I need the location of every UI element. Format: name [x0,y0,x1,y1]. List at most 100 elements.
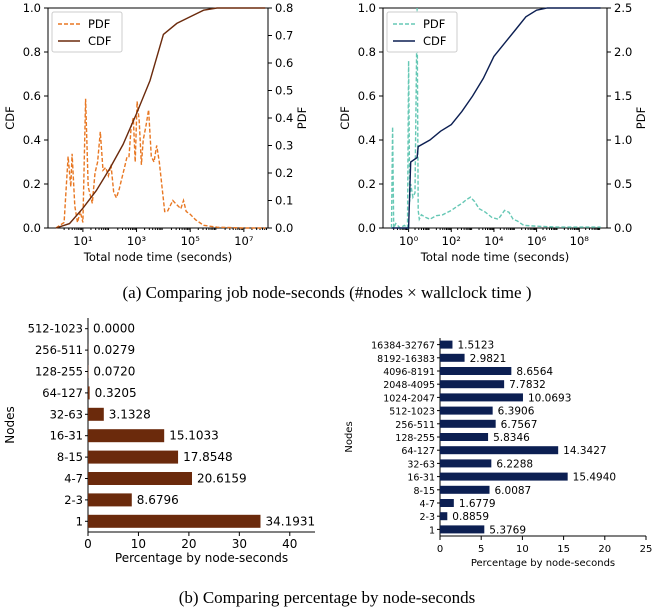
y-tick-label: 128-255 [395,433,435,444]
y-right-tick-label: 1.5 [614,89,632,103]
y-tick-label: 8-15 [413,486,435,497]
y-right-tick-label: 0.1 [275,194,293,208]
y-right-tick-label: 0.0 [275,221,293,235]
x-tick-label: 10⁸ [570,234,590,248]
y-tick-label: 16384-32767 [371,341,435,352]
y-tick-label: 16-31 [50,429,83,443]
bar-value-label: 15.1033 [169,429,219,443]
y-tick-label: 128-255 [35,365,83,379]
y-right-tick-label: 0.6 [275,56,293,70]
bar [88,472,192,485]
bar [440,380,505,389]
bar-value-label: 7.7832 [509,379,546,391]
y-right-tick-label: 0.5 [614,177,632,191]
y-tick-label: 2-3 [64,493,83,507]
y-axis-label: CDF [3,106,17,130]
bar [440,367,512,375]
y-right-tick-label: 2.0 [614,45,632,59]
y-right-axis-label: PDF [634,107,648,129]
y-right-tick-label: 0.5 [275,84,293,98]
y-tick-label: 0.2 [358,177,376,191]
y-tick-label: 0.0 [23,221,41,235]
x-tick-label: 5 [478,544,484,555]
y-right-tick-label: 2.5 [614,1,632,15]
y-tick-label: 0.6 [23,89,41,103]
y-tick-label: 0.6 [358,89,376,103]
bar-value-label: 2.9821 [470,353,507,365]
y-tick-label: 2048-4095 [383,380,435,391]
legend-label: PDF [88,17,110,31]
bar-value-label: 3.1328 [109,407,151,421]
bar-value-label: 0.8859 [452,511,489,523]
x-tick-label: 40 [282,537,297,551]
y-right-axis-label: PDF [295,107,309,129]
y-tick-label: 64-127 [401,446,435,457]
y-tick-label: 256-511 [395,420,435,431]
legend-label: PDF [423,17,445,31]
caption-a: (a) Comparing job node-seconds (#nodes ×… [122,283,532,302]
y-tick-label: 0.2 [23,177,41,191]
series-line-pdf [390,7,601,230]
y-tick-label: 0.8 [358,45,376,59]
bar [440,485,490,494]
y-tick-label: 256-511 [35,343,83,357]
plot-frame-1 [382,7,608,229]
x-tick-label: 10 [516,544,529,555]
bar-value-label: 1.5123 [457,340,494,352]
x-tick-label: 10² [442,234,461,248]
bar [440,433,489,441]
bar [440,499,454,507]
legend-label: CDF [88,34,112,48]
y-tick-label: 0.0 [358,221,376,235]
y-tick-label: 1 [429,525,435,536]
y-tick-label: 16-31 [407,473,435,484]
x-axis-label: Percentage by node-seconds [115,551,288,565]
x-tick-label: 20 [598,544,611,555]
bar [440,472,568,481]
x-tick-label: 30 [232,537,247,551]
y-tick-label: 0.8 [23,45,41,59]
x-tick-label: 10⁴ [484,234,504,248]
y-tick-label: 8192-16383 [377,354,435,365]
y-tick-label: 32-63 [407,459,435,470]
bar [440,406,493,415]
bar [440,340,453,349]
y-tick-label: 1024-2047 [383,393,435,404]
legend-box [51,11,123,53]
bar-value-label: 0.0000 [93,322,135,336]
bar-value-label: 0.0720 [93,365,135,379]
bar [88,429,165,443]
x-tick-label: 10¹ [73,234,92,248]
y-tick-label: 1.0 [358,1,376,15]
bar [440,393,523,402]
y-axis-label: Nodes [344,421,355,452]
bar-value-label: 8.6564 [516,366,553,378]
y-tick-label: 1.0 [23,1,41,15]
y-right-tick-label: 0.7 [275,29,293,43]
y-tick-label: 8-15 [57,450,83,464]
bar [88,514,261,528]
bar [440,419,496,428]
bar [440,353,465,362]
y-right-tick-label: 0.8 [275,1,293,15]
y-axis-label: Nodes [3,406,17,444]
bar-value-label: 10.0693 [528,392,571,404]
bar-value-label: 15.4940 [573,472,616,484]
y-tick-label: 4-7 [419,499,435,510]
bar-value-label: 6.0087 [495,485,532,497]
bar-value-label: 8.6796 [137,493,179,507]
bar-value-label: 14.3427 [563,445,606,457]
y-tick-label: 1 [76,514,83,528]
bar-value-label: 34.1931 [265,514,315,528]
x-tick-label: 10⁶ [527,234,547,248]
bar-value-label: 5.8346 [493,432,530,444]
x-tick-label: 0 [84,537,92,551]
bar-value-label: 6.7567 [501,419,538,431]
y-tick-label: 0.4 [358,133,376,147]
bar-value-label: 0.3205 [95,386,137,400]
y-tick-label: 4-7 [64,472,83,486]
bar [440,525,485,534]
x-tick-label: 10 [131,537,146,551]
bar [88,493,132,507]
